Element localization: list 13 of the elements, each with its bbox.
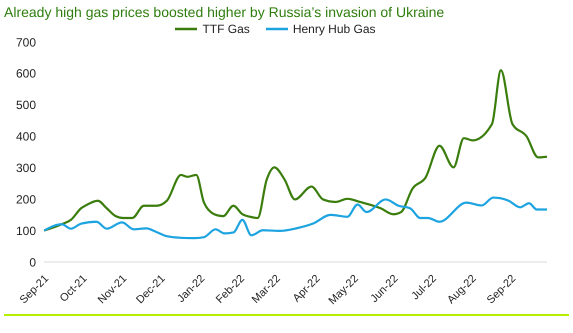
y-tick-label: 200 bbox=[16, 192, 36, 206]
y-tick-label: 500 bbox=[16, 98, 36, 112]
legend-label: Henry Hub Gas bbox=[292, 22, 376, 36]
line-series bbox=[44, 69, 547, 232]
y-tick-label: 600 bbox=[16, 66, 36, 81]
legend-label: TTF Gas bbox=[202, 22, 250, 36]
y-tick-label: 0 bbox=[29, 255, 36, 270]
y-tick-label: 100 bbox=[16, 224, 36, 238]
y-tick-label: 400 bbox=[16, 130, 36, 144]
chart-title: Already high gas prices boosted higher by Russia’s invasion of Ukraine bbox=[4, 4, 446, 22]
y-tick-label: 700 bbox=[16, 35, 36, 50]
y-tick-label: 300 bbox=[16, 160, 36, 175]
line-series bbox=[44, 196, 547, 240]
